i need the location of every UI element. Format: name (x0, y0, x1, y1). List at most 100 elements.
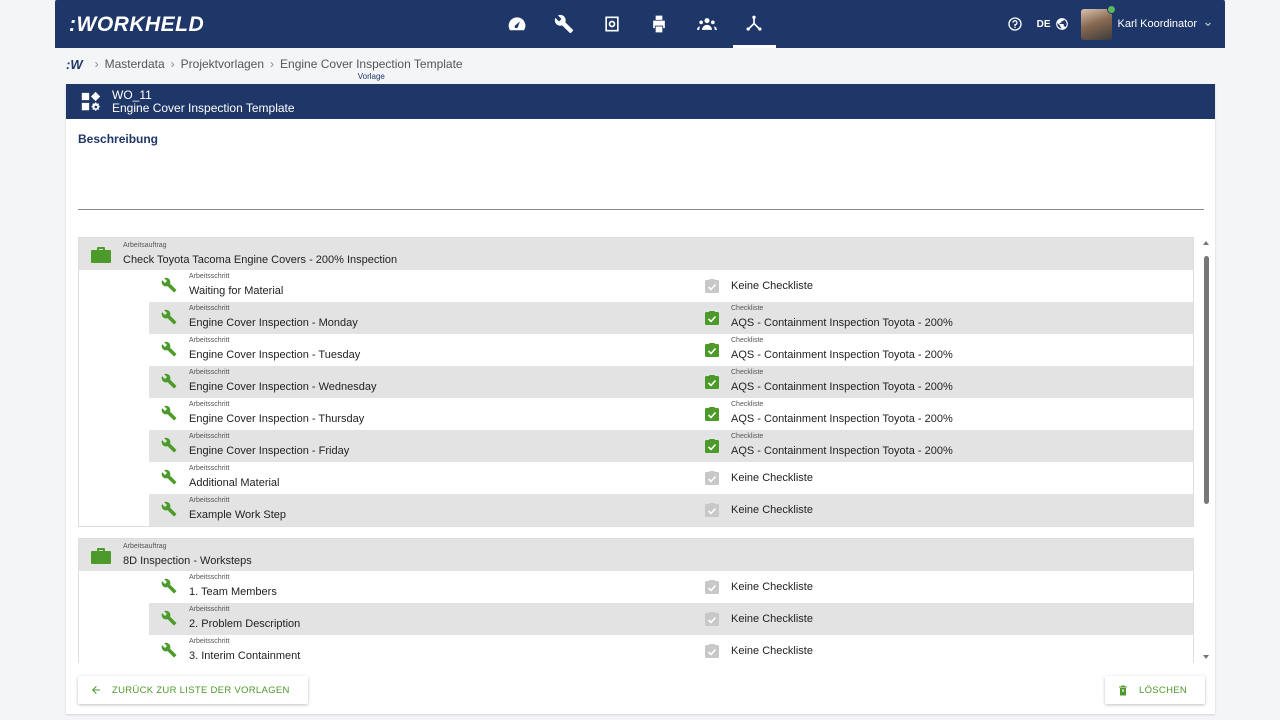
work-order-label: Arbeitsauftrag (123, 543, 167, 550)
checklist-empty-icon (705, 503, 719, 517)
work-order: Arbeitsauftrag 8D Inspection - Worksteps… (78, 538, 1194, 663)
wrench-icon (161, 341, 177, 357)
work-step-label: Arbeitsschritt (189, 273, 230, 280)
work-step-title: 3. Interim Containment (189, 650, 301, 662)
checklist-empty-icon (705, 471, 719, 485)
work-step-row[interactable]: Arbeitsschritt Engine Cover Inspection -… (149, 366, 1193, 398)
template-settings-icon (81, 91, 101, 111)
breadcrumb-separator: › (94, 57, 99, 71)
work-step-title: Engine Cover Inspection - Wednesday (189, 381, 377, 393)
checklist-empty-icon (705, 644, 719, 658)
work-step-title: Engine Cover Inspection - Friday (189, 445, 350, 457)
checklist-title[interactable]: AQS - Containment Inspection Toyota - 20… (731, 381, 953, 393)
list-scrollbar[interactable] (1201, 237, 1211, 663)
help-icon[interactable] (1007, 16, 1023, 32)
description-label: Beschreibung (78, 132, 159, 146)
work-step-title: Waiting for Material (189, 285, 284, 297)
camera-document-icon[interactable] (588, 0, 636, 48)
work-order-header[interactable]: Arbeitsauftrag 8D Inspection - Worksteps (79, 539, 1193, 571)
work-step-label: Arbeitsschritt (189, 574, 230, 581)
checklist-empty-icon (705, 279, 719, 293)
breadcrumb-separator: › (170, 57, 175, 71)
checklist-icon (705, 343, 719, 357)
team-icon[interactable] (683, 0, 731, 48)
user-name[interactable]: Karl Koordinator (1117, 18, 1198, 30)
breadcrumb-separator: › (270, 57, 275, 71)
work-order-title: 8D Inspection - Worksteps (123, 555, 252, 567)
work-step-label: Arbeitsschritt (189, 606, 230, 613)
checklist-label: Checkliste (731, 401, 764, 408)
work-order-label: Arbeitsauftrag (123, 242, 167, 249)
structure-icon[interactable] (731, 0, 779, 48)
checklist-icon (705, 439, 719, 453)
scrollbar-thumb[interactable] (1204, 256, 1209, 504)
wrench-icon[interactable] (541, 0, 589, 48)
work-step-row[interactable]: Arbeitsschritt 3. Interim Containment Ke… (149, 635, 1193, 663)
language-switch[interactable]: DE (1037, 17, 1069, 31)
app-logo[interactable]: :WORKHELD (69, 13, 205, 36)
checklist-title[interactable]: AQS - Containment Inspection Toyota - 20… (731, 317, 953, 329)
work-step-title: 1. Team Members (189, 586, 277, 598)
wrench-icon (161, 405, 177, 421)
dashboard-icon[interactable] (493, 0, 541, 48)
description-textarea[interactable] (78, 150, 1204, 210)
work-step-row[interactable]: Arbeitsschritt Engine Cover Inspection -… (149, 398, 1193, 430)
no-checklist-text: Keine Checkliste (731, 504, 813, 516)
wrench-icon (161, 642, 177, 658)
breadcrumb-masterdata[interactable]: Masterdata (104, 57, 165, 71)
work-step-label: Arbeitsschritt (189, 305, 230, 312)
scroll-down-arrow-icon[interactable] (1203, 655, 1209, 659)
work-step-row[interactable]: Arbeitsschritt Engine Cover Inspection -… (149, 302, 1193, 334)
work-step-row[interactable]: Arbeitsschritt Engine Cover Inspection -… (149, 430, 1193, 462)
checklist-title[interactable]: AQS - Containment Inspection Toyota - 20… (731, 349, 953, 361)
work-step-label: Arbeitsschritt (189, 433, 230, 440)
checklist-icon (705, 375, 719, 389)
template-title: Engine Cover Inspection Template (112, 100, 295, 115)
no-checklist-text: Keine Checkliste (731, 613, 813, 625)
checklist-label: Checkliste (731, 369, 764, 376)
work-step-label: Arbeitsschritt (189, 497, 230, 504)
checklist-title[interactable]: AQS - Containment Inspection Toyota - 20… (731, 445, 953, 457)
chevron-down-icon[interactable] (1203, 19, 1213, 29)
checklist-icon (705, 407, 719, 421)
top-navbar: :WORKHELD DE Karl Koordinator (55, 0, 1225, 48)
back-to-templates-button[interactable]: ZURÜCK ZUR LISTE DER VORLAGEN (78, 676, 308, 704)
printer-icon[interactable] (636, 0, 684, 48)
online-status-dot (1106, 4, 1116, 14)
delete-button-label: LÖSCHEN (1139, 684, 1188, 696)
scroll-up-arrow-icon[interactable] (1203, 241, 1209, 245)
breadcrumb-home[interactable]: :W (66, 57, 83, 72)
checklist-label: Checkliste (731, 305, 764, 312)
work-step-title: 2. Problem Description (189, 618, 301, 630)
card-header: WO_11 Engine Cover Inspection Template (66, 84, 1215, 119)
work-step-row[interactable]: Arbeitsschritt Waiting for Material Kein… (149, 270, 1193, 302)
delete-button[interactable]: LÖSCHEN (1105, 676, 1205, 704)
work-order: Arbeitsauftrag Check Toyota Tacoma Engin… (78, 237, 1194, 527)
checklist-label: Checkliste (731, 433, 764, 440)
breadcrumb: :W › Masterdata › Projektvorlagen › Engi… (66, 57, 463, 81)
work-step-row[interactable]: Arbeitsschritt Additional Material Keine… (149, 462, 1193, 494)
work-step-row[interactable]: Arbeitsschritt Example Work Step Keine C… (149, 494, 1193, 526)
breadcrumb-current: Engine Cover Inspection Template Vorlage (280, 57, 463, 81)
back-button-label: ZURÜCK ZUR LISTE DER VORLAGEN (112, 684, 290, 696)
wrench-icon (161, 277, 177, 293)
work-order-list: Arbeitsauftrag Check Toyota Tacoma Engin… (78, 237, 1194, 663)
globe-icon (1055, 18, 1068, 30)
checklist-empty-icon (705, 612, 719, 626)
work-order-header[interactable]: Arbeitsauftrag Check Toyota Tacoma Engin… (79, 238, 1193, 270)
wrench-icon (161, 469, 177, 485)
work-step-row[interactable]: Arbeitsschritt 1. Team Members Keine Che… (149, 571, 1193, 603)
work-step-label: Arbeitsschritt (189, 638, 230, 645)
work-step-title: Additional Material (189, 477, 280, 489)
breadcrumb-projektvorlagen[interactable]: Projektvorlagen (180, 57, 265, 71)
work-step-title: Engine Cover Inspection - Monday (189, 317, 358, 329)
language-code: DE (1036, 18, 1051, 30)
avatar[interactable] (1080, 4, 1116, 40)
work-step-label: Arbeitsschritt (189, 401, 230, 408)
checklist-label: Checkliste (731, 337, 764, 344)
work-step-row[interactable]: Arbeitsschritt 2. Problem Description Ke… (149, 603, 1193, 635)
briefcase-icon (91, 548, 111, 564)
wrench-icon (161, 309, 177, 325)
checklist-title[interactable]: AQS - Containment Inspection Toyota - 20… (731, 413, 953, 425)
work-step-row[interactable]: Arbeitsschritt Engine Cover Inspection -… (149, 334, 1193, 366)
